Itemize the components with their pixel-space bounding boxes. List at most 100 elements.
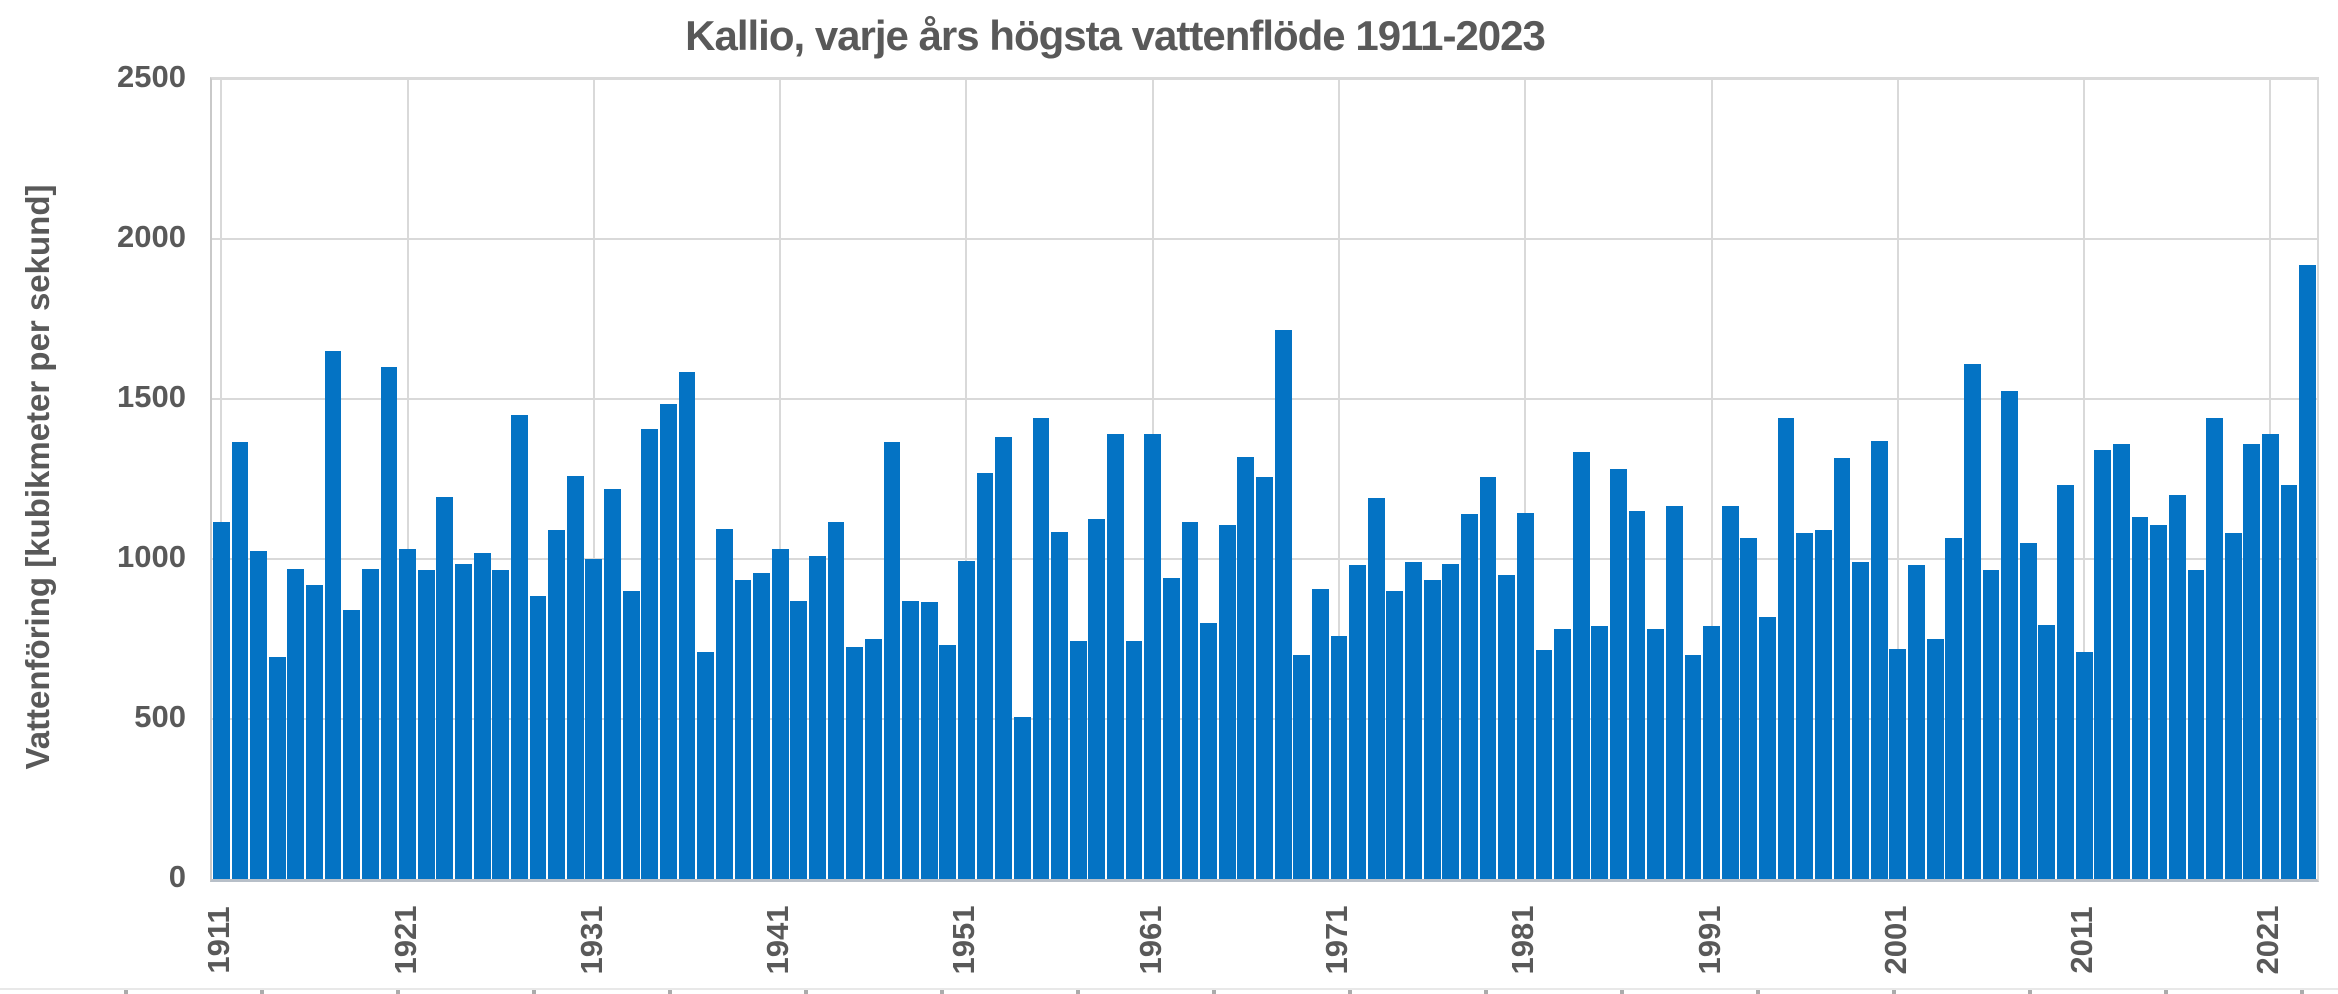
gridline-x-2011 [2083,79,2086,879]
bar-1914 [268,656,286,879]
bar-1928 [529,595,547,879]
bar-2001 [1889,648,1907,879]
bar-1958 [1088,519,1106,879]
x-tick-label-1961: 1961 [1132,905,1168,975]
bar-1949 [920,602,938,879]
bar-2007 [2001,391,2019,879]
y-tick-label-1000: 1000 [117,539,186,574]
bar-1938 [715,528,733,879]
bar-2014 [2131,517,2149,879]
bar-1999 [1852,562,1869,879]
bottom-edge-tick [532,990,536,994]
bar-2015 [2150,525,2168,879]
x-tick-label-2011: 2011 [2064,906,2100,974]
bar-1953 [995,437,1013,879]
bar-1950 [939,645,957,879]
bottom-edge-tick [1756,990,1760,994]
bar-1933 [622,591,640,879]
bar-1960 [1125,640,1143,879]
bar-1954 [1013,717,1031,879]
bar-1964 [1200,623,1217,879]
x-tick-label-1931: 1931 [573,905,609,975]
bottom-edge-tick [396,990,400,994]
bottom-edge-tick [668,990,672,994]
bar-2011 [2075,651,2093,879]
bar-2020 [2243,443,2261,879]
bar-1969 [1293,655,1311,879]
bar-1931 [585,559,603,879]
chart-title: Kallio, varje års högsta vattenflöde 191… [685,12,1546,59]
gridline-x-1991 [1710,79,1713,879]
bar-2017 [2187,570,2205,879]
bar-1978 [1461,514,1478,879]
bottom-edge-tick [804,990,808,994]
bar-1962 [1162,578,1180,879]
x-tick-label-1941: 1941 [760,905,796,975]
bar-1975 [1405,562,1422,879]
bar-1929 [548,530,566,879]
bar-2021 [2262,434,2279,879]
bar-1974 [1386,591,1404,879]
bar-1935 [659,403,677,879]
bar-1990 [1684,655,1702,879]
bar-1977 [1442,563,1460,879]
bottom-edge-tick [124,990,128,994]
bar-1917 [324,351,342,879]
y-tick-label-2000: 2000 [117,219,186,254]
bar-2004 [1945,538,1963,879]
bar-2013 [2113,443,2130,879]
bar-1936 [678,371,696,879]
bar-1946 [864,639,882,879]
bar-1930 [566,475,584,879]
bar-2006 [1982,570,2000,879]
bottom-edge-tick [1484,990,1488,994]
bar-1968 [1274,330,1292,879]
bar-1951 [958,560,975,879]
gridline-y-2500 [212,78,2317,80]
gridline-x-1951 [965,79,968,879]
bar-1912 [231,442,249,879]
bottom-edge-tick [1892,990,1896,994]
bar-1994 [1759,616,1776,879]
bar-1981 [1516,512,1534,879]
x-tick-label-1911: 1911 [201,906,237,974]
bar-2003 [1926,639,1944,879]
bar-1967 [1256,477,1273,879]
bar-1956 [1051,531,1068,879]
bar-1943 [809,555,826,879]
bar-2023 [2299,264,2317,879]
bar-1972 [1349,565,1367,879]
bottom-edge-tick [260,990,264,994]
bar-1944 [827,522,845,879]
bar-1993 [1740,538,1758,879]
bottom-edge-tick [940,990,944,994]
bar-1973 [1367,498,1385,879]
bar-2010 [2057,485,2074,879]
bar-1948 [902,600,919,879]
bar-1961 [1144,434,1162,879]
gridline-y-1500 [212,398,2317,400]
bar-1922 [417,570,435,879]
bar-1976 [1423,579,1441,879]
bar-2016 [2168,495,2186,879]
bar-1986 [1610,469,1627,879]
bar-1939 [734,579,752,879]
y-axis-title: Vattenföring [kubikmeter per sekund] [19,184,56,770]
bottom-edge-tick [2164,990,2168,994]
bottom-edge-strip [0,988,2338,994]
bar-2022 [2280,485,2298,879]
gridline-x-1981 [1524,79,1527,879]
bar-1934 [641,429,659,879]
bar-1923 [436,496,454,879]
bar-1918 [343,610,361,879]
y-tick-label-0: 0 [168,859,186,894]
bar-1965 [1218,525,1236,879]
bar-1924 [455,563,472,879]
bar-2012 [2094,450,2112,879]
bar-1955 [1032,418,1050,879]
gridline-x-1941 [779,79,782,879]
bottom-edge-tick [1212,990,1216,994]
x-tick-label-1971: 1971 [1319,905,1354,975]
bottom-edge-tick [2028,990,2032,994]
bar-1945 [846,647,864,879]
